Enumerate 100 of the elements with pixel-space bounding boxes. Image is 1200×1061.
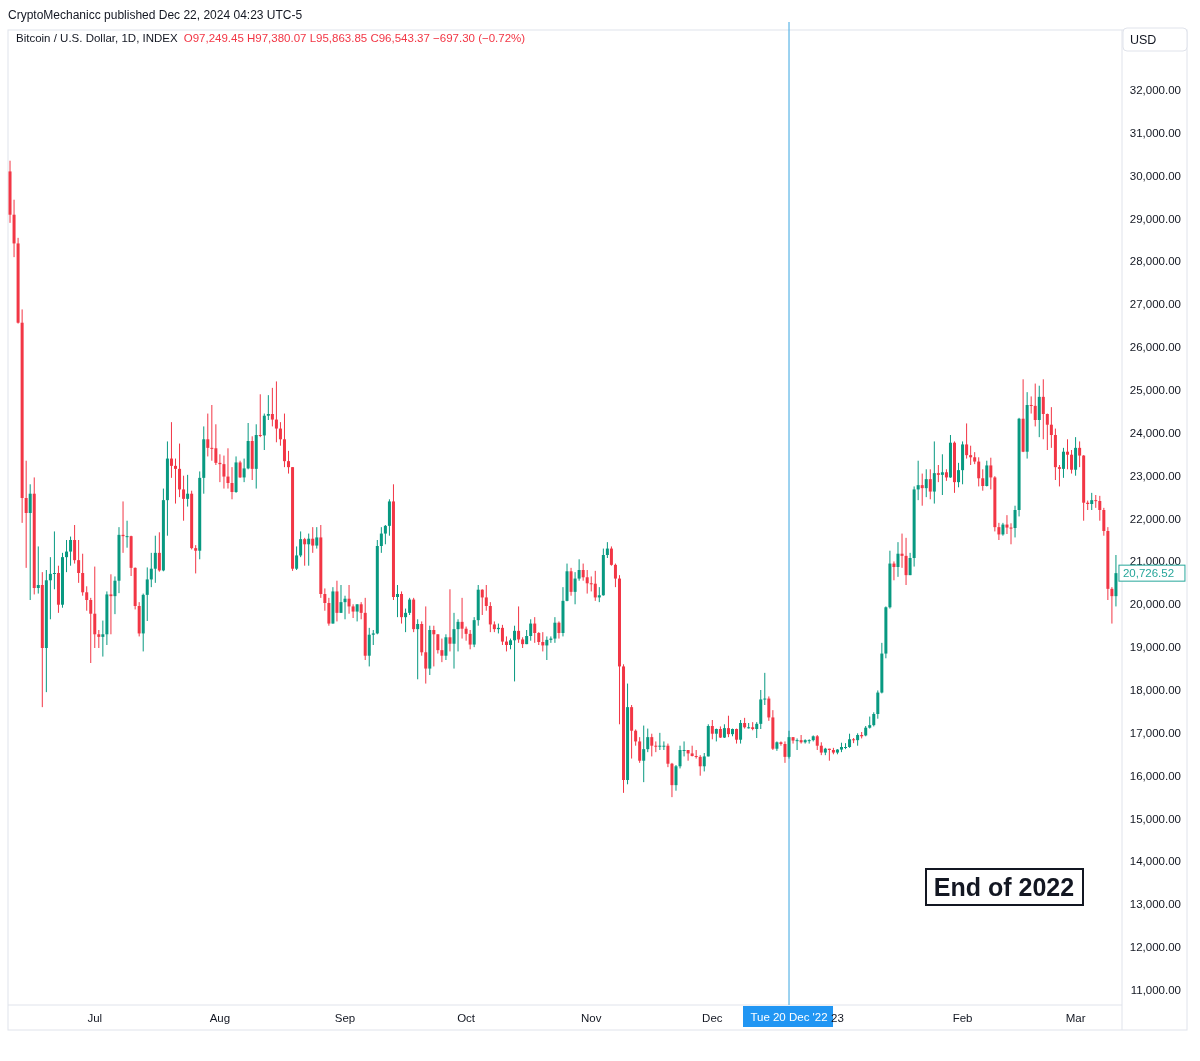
y-tick-label: 20,000.00 bbox=[1129, 598, 1181, 611]
y-tick-label: 19,000.00 bbox=[1129, 641, 1181, 654]
y-tick-label: 21,000.00 bbox=[1129, 555, 1181, 568]
candlestick bbox=[315, 526, 319, 550]
candlestick bbox=[311, 526, 315, 554]
candlestick bbox=[650, 733, 654, 757]
candlestick bbox=[553, 616, 557, 644]
candlestick bbox=[1057, 464, 1061, 487]
candlestick bbox=[940, 453, 944, 496]
candlestick bbox=[1029, 395, 1033, 415]
y-tick-label: 25,000.00 bbox=[1129, 384, 1181, 397]
candlestick bbox=[85, 585, 89, 612]
candlestick bbox=[904, 537, 908, 586]
candlestick bbox=[957, 462, 961, 488]
candlestick bbox=[278, 421, 282, 447]
candlestick bbox=[266, 394, 270, 421]
candlestick bbox=[1009, 522, 1013, 545]
candlestick bbox=[920, 473, 924, 507]
candlestick bbox=[327, 597, 331, 627]
candlestick bbox=[1114, 554, 1118, 607]
candlestick bbox=[674, 764, 678, 792]
candlestick bbox=[351, 603, 355, 619]
candlestick bbox=[787, 730, 791, 760]
candlestick bbox=[182, 475, 186, 522]
candlestick bbox=[1066, 438, 1070, 470]
candlestick bbox=[73, 524, 77, 565]
candlestick bbox=[609, 545, 613, 567]
candlestick bbox=[460, 597, 464, 640]
candlestick bbox=[323, 587, 327, 612]
candlestick bbox=[541, 631, 545, 652]
chart-subtitle: O97,249.45 H97,380.07 L95,863.85 C96,543.37 −697.30 (−0.72%) bbox=[183, 32, 526, 44]
candlestick bbox=[654, 740, 658, 753]
candlestick bbox=[795, 737, 799, 751]
candlestick bbox=[299, 530, 303, 558]
candlestick bbox=[1041, 378, 1045, 440]
candlestick bbox=[440, 638, 444, 663]
candlestick bbox=[916, 460, 920, 501]
y-tick-label: 26,000.00 bbox=[1129, 341, 1181, 354]
candlestick bbox=[513, 625, 517, 682]
candlestick bbox=[977, 456, 981, 487]
y-tick-label: 15,000.00 bbox=[1129, 812, 1181, 825]
candlestick bbox=[125, 520, 129, 549]
x-tick-label: Sep bbox=[334, 1012, 356, 1024]
candlestick bbox=[343, 595, 347, 620]
candlestick bbox=[270, 387, 274, 427]
candlestick bbox=[174, 458, 177, 505]
candlestick bbox=[969, 445, 973, 466]
candlestick bbox=[169, 421, 173, 479]
y-tick-label: 27,000.00 bbox=[1129, 298, 1181, 311]
candlestick bbox=[1037, 385, 1041, 438]
candlestick bbox=[77, 539, 81, 584]
candlestick bbox=[1098, 495, 1102, 522]
candlestick bbox=[109, 573, 113, 635]
annotation: 20,726.52 bbox=[1122, 567, 1175, 580]
candlestick bbox=[432, 625, 436, 667]
candlestick bbox=[1033, 383, 1037, 427]
candlestick bbox=[533, 616, 537, 644]
y-tick-label: 18,000.00 bbox=[1129, 684, 1181, 697]
candlestick bbox=[807, 738, 811, 745]
candlestick bbox=[1094, 494, 1098, 509]
x-tick-label: Nov bbox=[581, 1012, 602, 1024]
candlestick bbox=[222, 455, 226, 490]
candlestick bbox=[416, 618, 420, 680]
candlestick bbox=[985, 460, 989, 487]
candlestick bbox=[258, 393, 262, 438]
y-tick-label: 23,000.00 bbox=[1129, 469, 1181, 482]
x-tick-label: Oct bbox=[457, 1012, 476, 1024]
annotation: End of 2022 bbox=[933, 873, 1075, 901]
candlestick bbox=[424, 605, 428, 685]
candlestick bbox=[335, 580, 339, 622]
candlestick bbox=[355, 603, 359, 622]
candlestick bbox=[876, 689, 880, 720]
candlestick bbox=[456, 618, 460, 652]
y-tick-label: 29,000.00 bbox=[1129, 212, 1181, 225]
candlestick bbox=[1061, 447, 1065, 479]
candlestick bbox=[630, 704, 634, 760]
candlestick bbox=[468, 629, 472, 650]
y-tick-label: 17,000.00 bbox=[1129, 726, 1181, 739]
candlestick bbox=[383, 524, 387, 545]
candlestick bbox=[153, 535, 157, 584]
candlestick bbox=[658, 732, 662, 751]
candlestick bbox=[981, 468, 985, 492]
candlestick bbox=[529, 618, 533, 642]
candlestick bbox=[226, 447, 230, 490]
text: CryptoMechanicc published Dec 22, 2024 04:23 UTC-5 bbox=[8, 8, 303, 22]
candlestick bbox=[1005, 514, 1009, 535]
candlestick bbox=[726, 715, 730, 738]
candlestick bbox=[928, 468, 932, 500]
candlestick bbox=[593, 570, 597, 602]
candlestick bbox=[642, 725, 646, 783]
candlestick bbox=[646, 728, 650, 753]
candlestick bbox=[896, 541, 900, 578]
candlestick bbox=[295, 545, 299, 571]
candlestick bbox=[1078, 440, 1082, 468]
y-tick-label: 32,000.00 bbox=[1129, 84, 1181, 97]
candlestick bbox=[500, 624, 504, 646]
candlestick bbox=[613, 563, 617, 588]
candlestick bbox=[791, 736, 795, 745]
y-axis-title: USD bbox=[1130, 33, 1157, 47]
candlestick bbox=[452, 612, 456, 670]
